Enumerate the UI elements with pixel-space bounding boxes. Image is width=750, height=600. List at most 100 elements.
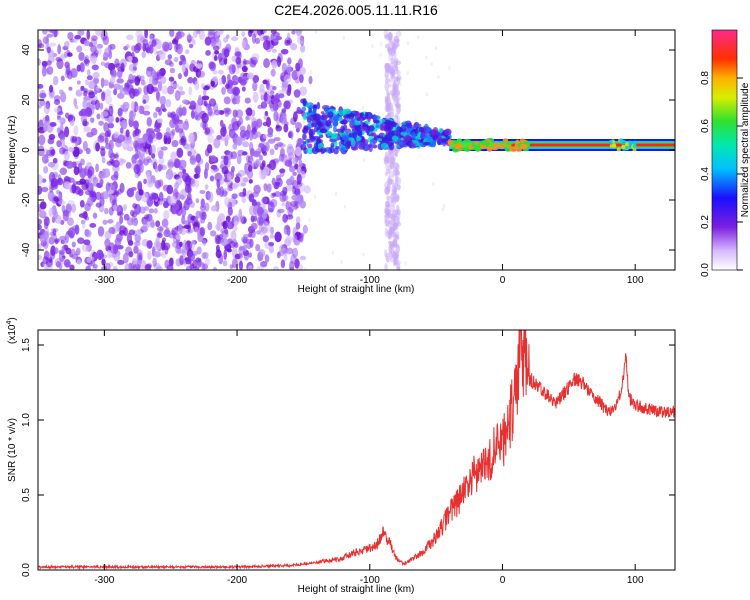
spectrogram-xtick-label: 0	[500, 275, 506, 286]
spectrogram-cell	[57, 117, 65, 124]
spectrogram-cell	[363, 158, 366, 163]
spectrogram-cell	[84, 79, 89, 86]
spectrogram-cell	[175, 235, 181, 240]
spectrogram-cell	[273, 137, 281, 142]
spectrogram-cell	[306, 143, 313, 149]
spectrogram-cell	[153, 250, 161, 258]
colorbar-tick-label: 0.8	[700, 71, 711, 85]
spectrogram-cell	[57, 111, 61, 120]
spectrogram-cell	[205, 257, 210, 266]
spectrogram-cell	[242, 177, 249, 183]
spectrogram-cell	[99, 102, 104, 110]
spectrogram-cell	[273, 98, 281, 103]
spectrogram-cell	[230, 230, 237, 242]
spectrogram-cell	[145, 213, 153, 222]
spectrogram-cell	[219, 175, 225, 185]
spectrogram-cell	[241, 31, 246, 37]
spectrogram-cell	[292, 185, 296, 195]
spectrogram-cell	[392, 169, 397, 177]
spectrogram-cell	[385, 252, 391, 259]
spectrogram-cell	[67, 217, 74, 226]
spectrogram-cell	[128, 251, 134, 258]
spectrogram-cell	[238, 260, 244, 270]
spectrogram-cell	[175, 43, 183, 55]
spectrogram-cell	[386, 33, 390, 41]
spectrogram-cell	[385, 217, 390, 227]
spectrogram-cell	[379, 118, 386, 123]
spectrogram-cell	[608, 140, 613, 145]
spectrogram-cell	[334, 191, 338, 196]
spectrogram-cell	[263, 58, 270, 69]
spectrogram-cell	[389, 178, 395, 185]
spectrogram-cell	[348, 132, 355, 139]
spectrogram-cell	[74, 224, 80, 235]
spectrogram-cell	[71, 136, 78, 143]
spectrogram-cell	[76, 45, 83, 53]
spectrogram-cell	[204, 36, 212, 46]
snr-ylabel: SNR (10 * v/v)	[7, 418, 18, 482]
spectrogram-cell	[228, 64, 236, 75]
spectrogram-cell	[169, 30, 175, 37]
spectrogram-cell	[182, 168, 186, 174]
spectrogram-cell	[331, 250, 335, 255]
spectrogram-cell	[197, 70, 205, 78]
spectrogram-cell	[55, 261, 62, 268]
spectrogram-cell	[224, 83, 230, 90]
spectrogram-cell	[120, 104, 128, 110]
spectrogram-cell	[182, 99, 189, 105]
spectrogram-cell	[49, 42, 57, 47]
spectrogram-cell	[239, 216, 245, 223]
spectrogram-cell	[299, 44, 306, 53]
spectrogram-cell	[146, 158, 153, 163]
spectrogram-cell	[208, 61, 215, 70]
spectrogram-cell	[245, 107, 253, 117]
spectrogram-cell	[214, 234, 221, 245]
spectrogram-cell	[238, 245, 246, 256]
spectrogram-cell	[101, 157, 106, 164]
spectrogram-cell	[396, 115, 400, 123]
spectrogram-cell	[391, 173, 394, 178]
spectrogram-cell	[117, 259, 125, 265]
spectrogram-cell	[158, 163, 164, 171]
spectrogram-cell	[181, 205, 187, 217]
spectrogram-cell	[97, 135, 105, 143]
spectrogram-cell	[177, 128, 184, 134]
spectrogram-cell	[101, 111, 109, 117]
spectrogram-cell	[359, 142, 367, 148]
spectrogram-cell	[220, 237, 229, 247]
spectrogram-cell	[291, 30, 296, 35]
spectrogram-cell	[227, 87, 235, 94]
spectrogram-cell	[264, 110, 269, 116]
spectrogram-cell	[108, 139, 114, 151]
spectrogram-cell	[126, 79, 135, 84]
spectrogram-cell	[183, 120, 189, 131]
spectrogram-cell	[170, 151, 177, 161]
spectrogram-cell	[193, 173, 199, 179]
spectrogram-cell	[149, 221, 156, 228]
spectrogram-cell	[279, 168, 286, 174]
spectrogram-cell	[279, 167, 285, 178]
spectrogram-cell	[283, 225, 289, 235]
spectrogram-cell	[362, 252, 365, 257]
spectrogram-cell	[63, 259, 71, 268]
spectrogram-cell	[134, 233, 141, 243]
spectrogram-cell	[38, 218, 43, 225]
spectrogram-cell	[260, 94, 265, 101]
spectrogram-cell	[262, 212, 268, 219]
spectrogram-cell	[83, 96, 91, 101]
spectrogram-cell	[177, 249, 185, 254]
spectrogram-cell	[99, 178, 104, 186]
spectrogram-cell	[401, 122, 407, 126]
spectrogram-cell	[299, 200, 306, 209]
spectrogram-cell	[102, 79, 109, 87]
spectrogram-cell	[163, 132, 171, 139]
spectrogram-cell	[155, 220, 161, 228]
spectrogram-cell	[234, 51, 241, 57]
spectrogram-cell	[63, 41, 70, 48]
spectrogram-cell	[80, 108, 88, 117]
spectrogram-cell	[237, 149, 245, 157]
spectrogram-cell	[224, 108, 232, 115]
spectrogram-cell	[155, 39, 162, 50]
spectrogram-cell	[390, 56, 395, 65]
